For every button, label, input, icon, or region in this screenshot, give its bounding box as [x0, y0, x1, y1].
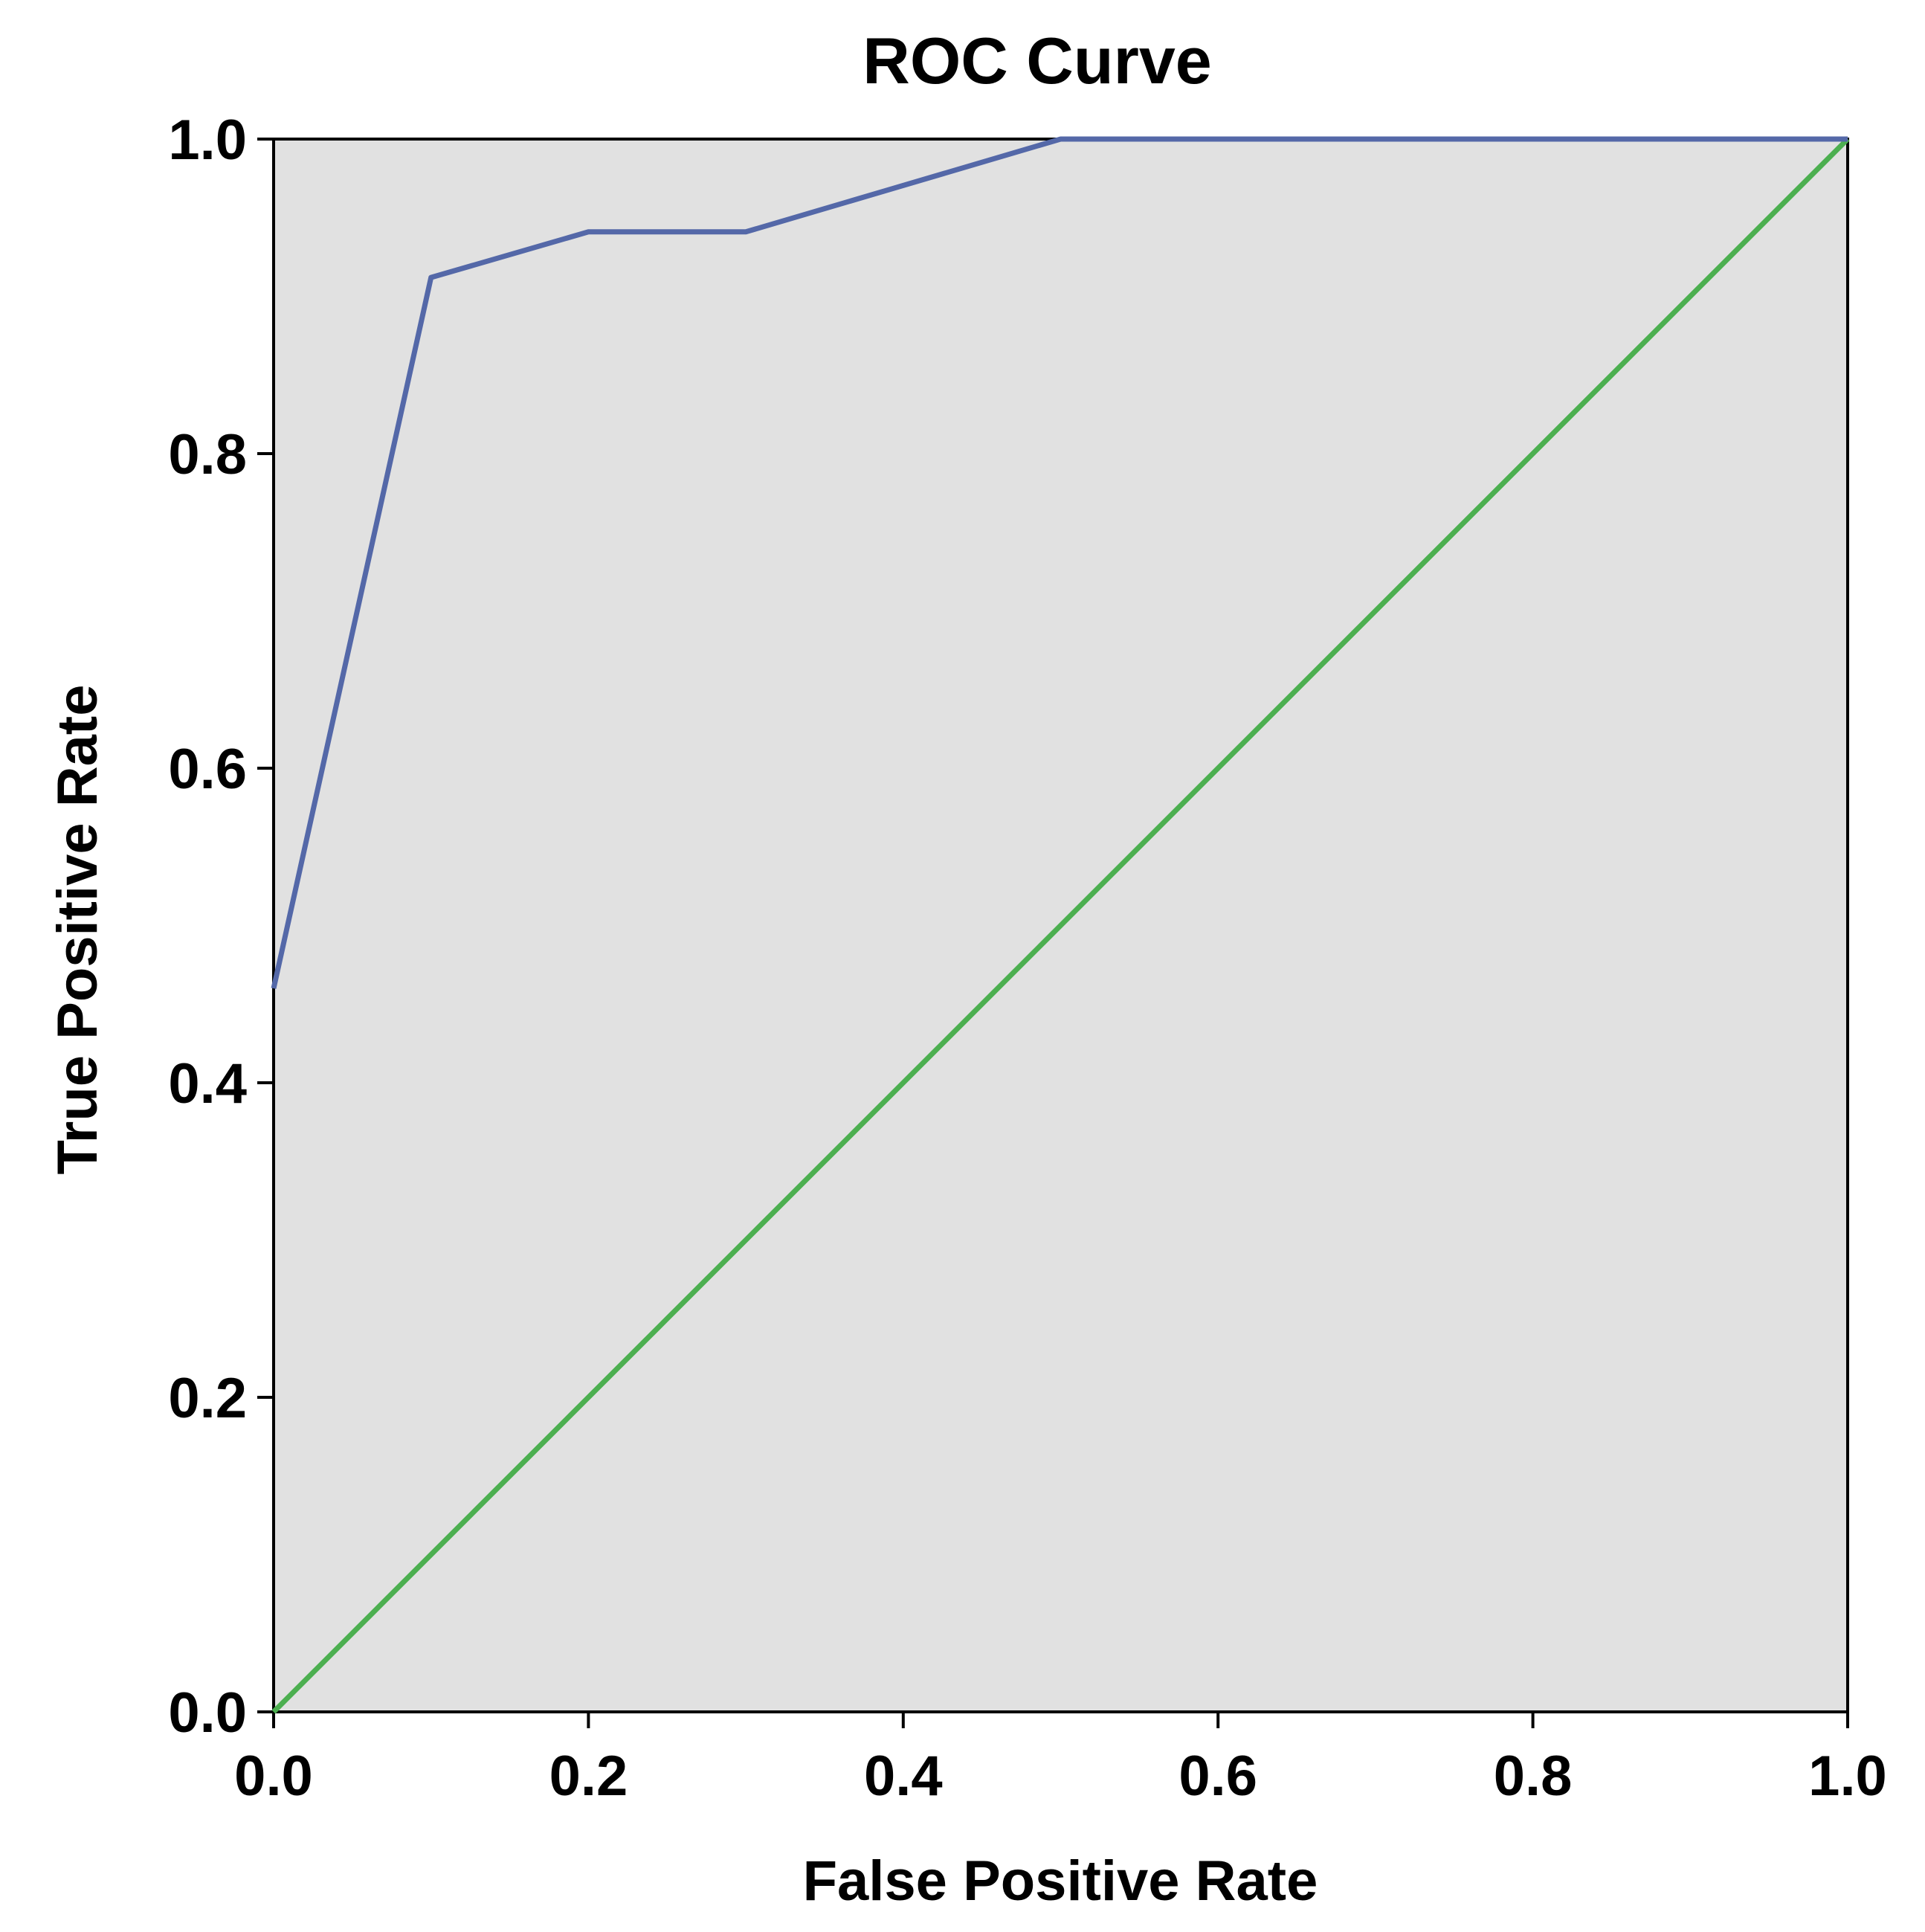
x-axis-ticks: 0.0 0.2 0.4 0.6 0.8 1.0 [234, 1712, 1887, 1808]
series-layer [271, 136, 1850, 1714]
y-tick-label: 0.8 [168, 423, 247, 486]
y-axis-ticks: 0.0 0.2 0.4 0.6 0.8 1.0 [168, 109, 274, 1745]
x-tick-label: 0.2 [549, 1745, 628, 1808]
y-tick-label: 0.0 [168, 1681, 247, 1745]
reference-diagonal-line [271, 137, 1850, 1714]
chart-title: ROC Curve [862, 24, 1211, 97]
y-axis-title: True Positive Rate [46, 685, 109, 1175]
y-tick-label: 0.4 [168, 1052, 247, 1115]
y-tick-label: 1.0 [168, 109, 247, 172]
y-tick-label: 0.6 [168, 738, 247, 801]
y-tick-label: 0.2 [168, 1367, 247, 1430]
x-tick-label: 1.0 [1808, 1745, 1887, 1808]
x-tick-label: 0.8 [1494, 1745, 1573, 1808]
x-tick-label: 0.6 [1178, 1745, 1257, 1808]
roc-curve-line [271, 136, 1848, 989]
x-tick-label: 0.4 [864, 1745, 943, 1808]
x-tick-label: 0.0 [234, 1745, 313, 1808]
x-axis-title: False Positive Rate [803, 1849, 1318, 1913]
